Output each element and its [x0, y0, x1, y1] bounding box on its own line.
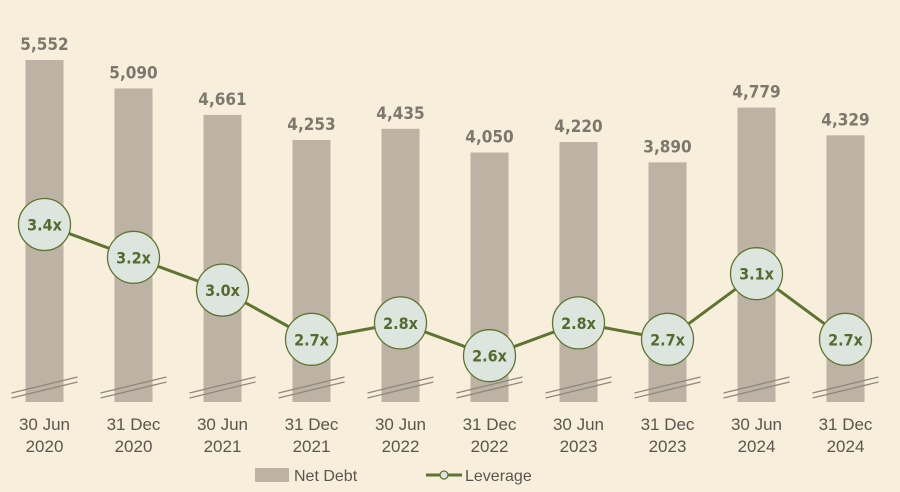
leverage-marker — [551, 296, 606, 350]
leverage-marker — [195, 263, 250, 317]
category-label: 31 Dec 2024 — [819, 415, 873, 456]
leverage-marker — [106, 230, 161, 284]
leverage-line — [43, 223, 847, 358]
net-debt-value-label: 4,050 — [465, 128, 513, 148]
axis-break-mark — [456, 381, 523, 399]
axis-break-mark — [812, 381, 879, 399]
net-debt-value-label: 3,890 — [643, 137, 691, 157]
axis-break-mark — [723, 381, 790, 399]
category-label: 30 Jun 2021 — [197, 415, 248, 456]
category-label: 31 Dec 2021 — [285, 415, 339, 456]
leverage-marker — [373, 296, 428, 350]
legend: Net Debt Leverage — [255, 468, 532, 485]
net-debt-bar — [559, 142, 598, 403]
axis-break-mark — [812, 376, 879, 394]
leverage-value-label: 2.8x — [383, 314, 419, 333]
leverage-value-label: 2.8x — [561, 314, 597, 333]
net-debt-bar — [648, 162, 687, 402]
category-label: 31 Dec 2023 — [641, 415, 695, 456]
category-label: 30 Jun 2023 — [553, 415, 604, 456]
category-label: 31 Dec 2022 — [463, 415, 517, 456]
net-debt-value-label: 5,552 — [20, 35, 68, 55]
category-label: 30 Jun 2020 — [19, 415, 70, 456]
net-debt-bar — [381, 128, 420, 402]
leverage-markers-layer: 3.4x 3.2x 3.0x 2.7x 2.8x 2.6x 2.8x 2.7x 3.1x 2.7x — [17, 197, 873, 383]
axis-break-mark — [189, 376, 256, 394]
net-debt-value-label: 4,329 — [821, 110, 869, 130]
leverage-value-label: 2.7x — [294, 330, 330, 349]
leverage-value-label: 3.1x — [739, 265, 775, 284]
leverage-value-label: 3.2x — [116, 248, 152, 267]
axis-break-mark — [545, 381, 612, 399]
category-label: 31 Dec 2020 — [107, 415, 161, 456]
axis-break-mark — [634, 376, 701, 394]
leverage-marker — [729, 247, 784, 301]
leverage-value-label: 2.7x — [650, 330, 686, 349]
axis-break-mark — [189, 381, 256, 399]
bar-labels-layer: 5,552 5,090 4,661 4,253 4,435 4,050 4,220 3,890… — [20, 35, 869, 157]
legend-leverage-label: Leverage — [465, 468, 532, 485]
axis-break-mark — [545, 376, 612, 394]
legend-net-debt-swatch — [255, 468, 289, 482]
net-debt-value-label: 5,090 — [109, 63, 157, 83]
axis-break-mark — [11, 381, 78, 399]
axis-break-mark — [100, 381, 167, 399]
net-debt-bar — [203, 114, 242, 403]
leverage-line-layer — [43, 223, 847, 358]
axis-break-mark — [11, 376, 78, 394]
axis-breaks-layer — [11, 376, 879, 399]
net-debt-value-label: 4,661 — [198, 90, 246, 110]
leverage-marker — [284, 312, 339, 366]
category-labels-layer: 30 Jun 2020 31 Dec 2020 30 Jun 2021 31 Dec 2021… — [19, 415, 873, 456]
legend-leverage-marker — [439, 470, 449, 480]
leverage-value-label: 2.6x — [472, 347, 508, 366]
net-debt-value-label: 4,220 — [554, 117, 602, 137]
leverage-marker — [640, 312, 695, 366]
leverage-marker — [17, 197, 72, 252]
leverage-marker — [818, 312, 873, 366]
leverage-value-label: 3.0x — [205, 281, 241, 300]
leverage-value-label: 2.7x — [828, 330, 864, 349]
net-debt-value-label: 4,779 — [732, 83, 780, 103]
net-debt-value-label: 4,435 — [376, 104, 424, 124]
bars-layer — [25, 60, 865, 403]
axis-break-mark — [100, 376, 167, 394]
axis-break-mark — [723, 376, 790, 394]
leverage-marker — [462, 329, 517, 383]
axis-break-mark — [634, 381, 701, 399]
category-label: 30 Jun 2022 — [375, 415, 426, 456]
category-label: 30 Jun 2024 — [731, 415, 782, 456]
legend-net-debt-label: Net Debt — [294, 468, 358, 485]
axis-break-mark — [278, 381, 345, 399]
axis-break-mark — [367, 376, 434, 394]
leverage-value-label: 3.4x — [27, 216, 63, 235]
axis-break-mark — [278, 376, 345, 394]
net-debt-value-label: 4,253 — [287, 115, 335, 135]
axis-break-mark — [456, 376, 523, 394]
axis-break-mark — [367, 381, 434, 399]
